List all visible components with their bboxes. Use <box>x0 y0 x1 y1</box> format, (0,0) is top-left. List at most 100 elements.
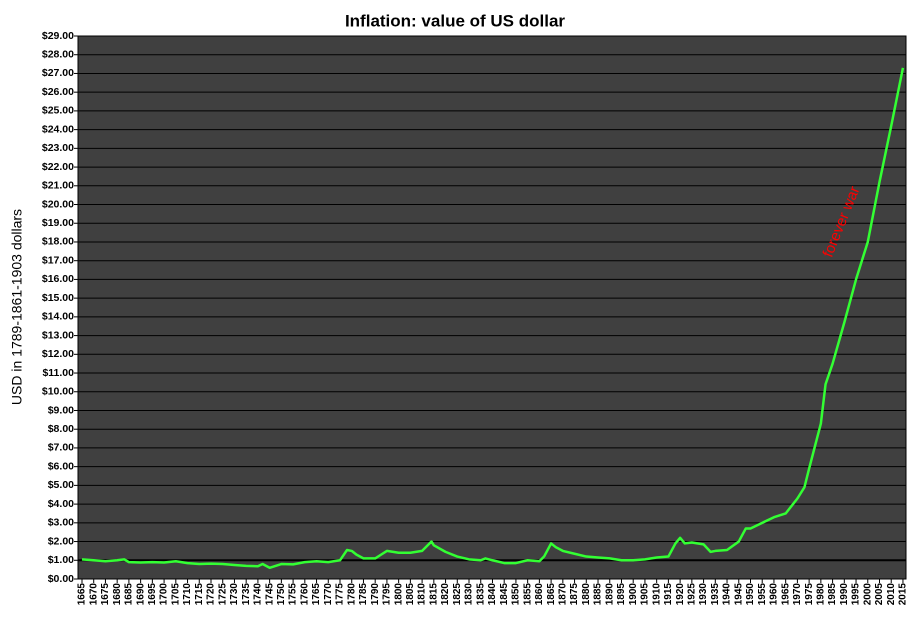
x-tick-label: 1950 <box>745 583 756 606</box>
x-tick-label: 1720 <box>206 583 217 606</box>
x-tick-label: 1985 <box>827 583 838 606</box>
x-tick-label: 1970 <box>792 583 803 606</box>
x-tick-label: 1810 <box>417 583 428 606</box>
y-tick-label: $6.00 <box>48 460 74 472</box>
x-tick-label: 1695 <box>147 583 158 606</box>
x-tick-label: 1995 <box>851 583 862 606</box>
y-tick-label: $18.00 <box>42 236 74 248</box>
y-tick-label: $19.00 <box>42 217 74 229</box>
x-tick-label: 1885 <box>593 583 604 606</box>
x-tick-label: 1815 <box>428 583 439 606</box>
x-tick-label: 2010 <box>886 583 897 606</box>
x-tick-label: 1820 <box>440 583 451 606</box>
y-tick-label: $7.00 <box>48 442 74 454</box>
x-tick-label: 1750 <box>276 583 287 606</box>
x-tick-label: 1860 <box>534 583 545 606</box>
x-tick-label: 1710 <box>182 583 193 606</box>
plot-area <box>77 35 907 580</box>
x-tick-label: 1915 <box>663 583 674 606</box>
x-tick-label: 1725 <box>217 583 228 606</box>
x-tick-label: 1745 <box>264 583 275 606</box>
x-tick-label: 1850 <box>511 583 522 606</box>
x-tick-label: 2015 <box>898 583 909 606</box>
x-tick-label: 1875 <box>569 583 580 606</box>
x-tick-label: 1795 <box>382 583 393 606</box>
x-tick-label: 1730 <box>229 583 240 606</box>
y-tick-label: $14.00 <box>42 311 74 323</box>
y-tick-label: $22.00 <box>42 161 74 173</box>
y-tick-label: $10.00 <box>42 386 74 398</box>
x-tick-label: 1770 <box>323 583 334 606</box>
y-tick-label: $29.00 <box>42 30 74 42</box>
y-tick-label: $12.00 <box>42 348 74 360</box>
x-tick-label: 1765 <box>311 583 322 606</box>
x-tick-label: 1700 <box>159 583 170 606</box>
x-tick-label: 1680 <box>112 583 123 606</box>
x-tick-label: 1675 <box>100 583 111 606</box>
y-tick-label: $17.00 <box>42 254 74 266</box>
x-tick-label: 1910 <box>651 583 662 606</box>
x-tick-label: 1960 <box>769 583 780 606</box>
x-tick-label: 1855 <box>522 583 533 606</box>
x-tick-label: 1980 <box>815 583 826 606</box>
x-tick-label: 1790 <box>370 583 381 606</box>
x-tick-label: 1965 <box>780 583 791 606</box>
y-tick-label: $2.00 <box>48 535 74 547</box>
x-tick-label: 1670 <box>88 583 99 606</box>
y-tick-label: $23.00 <box>42 142 74 154</box>
x-tick-label: 1760 <box>299 583 310 606</box>
x-tick-label: 1690 <box>135 583 146 606</box>
x-tick-label: 1705 <box>170 583 181 606</box>
x-tick-label: 1785 <box>358 583 369 606</box>
y-tick-label: $4.00 <box>48 498 74 510</box>
y-tick-label: $26.00 <box>42 86 74 98</box>
x-tick-label: 1685 <box>124 583 135 606</box>
y-tick-label: $8.00 <box>48 423 74 435</box>
x-tick-label: 1900 <box>628 583 639 606</box>
x-tick-label: 1890 <box>604 583 615 606</box>
x-tick-label: 2005 <box>874 583 885 606</box>
y-tick-label: $11.00 <box>42 367 74 379</box>
x-tick-label: 1835 <box>475 583 486 606</box>
x-tick-label: 1955 <box>757 583 768 606</box>
y-tick-label: $27.00 <box>42 67 74 79</box>
y-tick-label: $24.00 <box>42 123 74 135</box>
x-tick-label: 1920 <box>675 583 686 606</box>
y-tick-label: $21.00 <box>42 180 74 192</box>
x-tick-label: 1780 <box>346 583 357 606</box>
x-tick-label: 1880 <box>581 583 592 606</box>
x-tick-label: 1715 <box>194 583 205 606</box>
x-tick-label: 1830 <box>464 583 475 606</box>
y-tick-label: $13.00 <box>42 329 74 341</box>
x-tick-label: 1805 <box>405 583 416 606</box>
y-tick-label: $1.00 <box>48 554 74 566</box>
y-tick-label: $5.00 <box>48 479 74 491</box>
y-tick-label: $15.00 <box>42 292 74 304</box>
x-tick-label: 1990 <box>839 583 850 606</box>
y-axis-label: USD in 1789-1861-1903 dollars <box>9 209 25 405</box>
y-tick-label: $3.00 <box>48 517 74 529</box>
y-tick-label: $16.00 <box>42 273 74 285</box>
x-tick-label: 1865 <box>546 583 557 606</box>
x-tick-label: 1895 <box>616 583 627 606</box>
y-tick-label: $9.00 <box>48 404 74 416</box>
x-tick-label: 1825 <box>452 583 463 606</box>
data-line <box>81 67 905 570</box>
x-tick-label: 1945 <box>733 583 744 606</box>
y-tick-label: $28.00 <box>42 49 74 61</box>
x-tick-label: 1840 <box>487 583 498 606</box>
y-tick-label: $0.00 <box>48 573 74 585</box>
x-tick-label: 1800 <box>393 583 404 606</box>
x-tick-label: 1755 <box>288 583 299 606</box>
x-tick-label: 1925 <box>686 583 697 606</box>
x-tick-label: 1930 <box>698 583 709 606</box>
x-tick-label: 1845 <box>499 583 510 606</box>
x-tick-label: 1905 <box>640 583 651 606</box>
x-tick-label: 1665 <box>77 583 88 606</box>
y-tick-label: $20.00 <box>42 198 74 210</box>
x-tick-label: 1940 <box>722 583 733 606</box>
x-tick-label: 1975 <box>804 583 815 606</box>
x-tick-label: 1735 <box>241 583 252 606</box>
chart-title: Inflation: value of US dollar <box>345 11 565 30</box>
